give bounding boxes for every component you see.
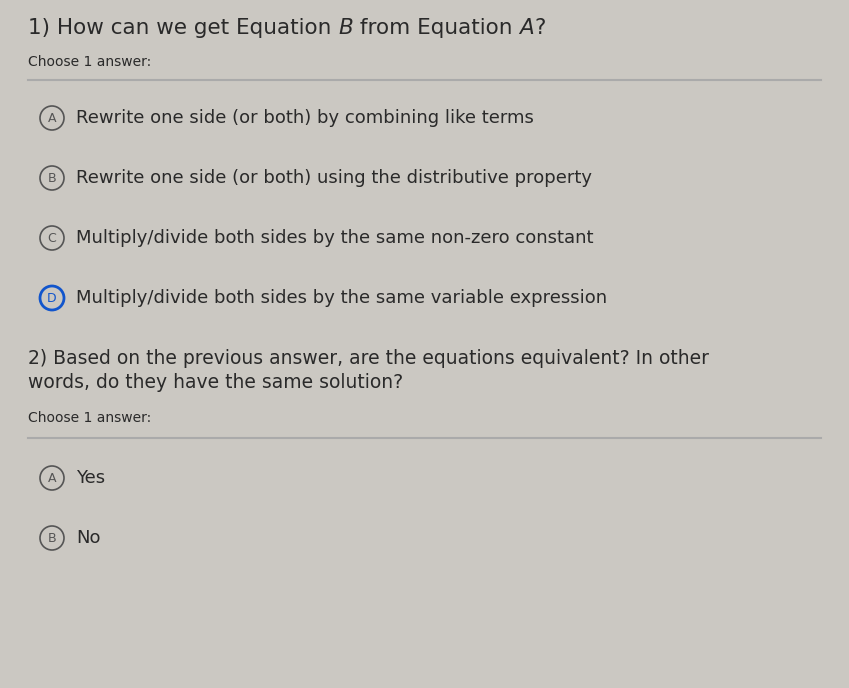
Text: C: C (48, 231, 56, 244)
Text: Yes: Yes (76, 469, 105, 487)
Text: B: B (338, 18, 353, 38)
Text: Multiply/divide both sides by the same variable expression: Multiply/divide both sides by the same v… (76, 289, 607, 307)
Text: Choose 1 answer:: Choose 1 answer: (28, 55, 151, 69)
Text: D: D (48, 292, 57, 305)
Text: from Equation: from Equation (353, 18, 520, 38)
Text: B: B (48, 171, 56, 184)
Text: B: B (48, 532, 56, 544)
Text: Multiply/divide both sides by the same non-zero constant: Multiply/divide both sides by the same n… (76, 229, 593, 247)
Text: A: A (520, 18, 534, 38)
Text: A: A (48, 111, 56, 125)
Text: Choose 1 answer:: Choose 1 answer: (28, 411, 151, 425)
Text: 1) How can we get Equation: 1) How can we get Equation (28, 18, 338, 38)
Text: Rewrite one side (or both) by combining like terms: Rewrite one side (or both) by combining … (76, 109, 534, 127)
Text: words, do they have the same solution?: words, do they have the same solution? (28, 372, 403, 391)
Text: 2) Based on the previous answer, are the equations equivalent? In other: 2) Based on the previous answer, are the… (28, 349, 709, 367)
Text: Rewrite one side (or both) using the distributive property: Rewrite one side (or both) using the dis… (76, 169, 592, 187)
Text: A: A (48, 471, 56, 484)
Text: No: No (76, 529, 100, 547)
Text: ?: ? (534, 18, 546, 38)
